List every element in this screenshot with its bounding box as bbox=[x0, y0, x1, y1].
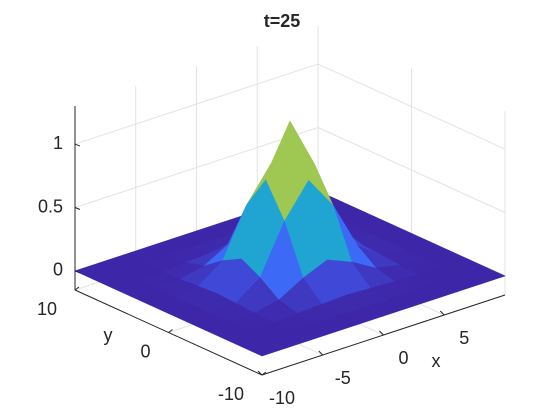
x-tick bbox=[257, 370, 263, 376]
y-tick-label: -10 bbox=[218, 384, 244, 404]
z-tick-label: 1 bbox=[53, 133, 63, 153]
z-tick-label: 0.5 bbox=[38, 196, 63, 216]
y-tick-label: 10 bbox=[37, 299, 57, 319]
x-tick bbox=[379, 330, 384, 336]
x-tick-label: 0 bbox=[398, 348, 408, 368]
y-tick bbox=[168, 329, 173, 333]
grid-line bbox=[317, 127, 506, 213]
z-tick-label: 0 bbox=[53, 260, 63, 280]
chart-title: t=25 bbox=[264, 11, 301, 31]
z-tick bbox=[74, 270, 81, 274]
y-tick bbox=[261, 371, 267, 376]
surface-patch bbox=[242, 339, 288, 357]
y-tick bbox=[74, 286, 80, 291]
x-tick-label: -10 bbox=[269, 388, 295, 408]
x-tick-label: -5 bbox=[335, 368, 351, 388]
y-axis-label: y bbox=[104, 325, 113, 345]
x-tick bbox=[439, 310, 445, 316]
grid-line bbox=[74, 127, 319, 208]
x-tick bbox=[318, 350, 324, 356]
x-axis-label: x bbox=[432, 351, 441, 371]
z-tick bbox=[74, 143, 81, 147]
x-tick-label: 5 bbox=[459, 328, 469, 348]
y-tick-label: 0 bbox=[140, 341, 150, 361]
grid-line bbox=[317, 63, 506, 150]
z-tick bbox=[74, 207, 81, 210]
grid-line bbox=[74, 63, 319, 145]
